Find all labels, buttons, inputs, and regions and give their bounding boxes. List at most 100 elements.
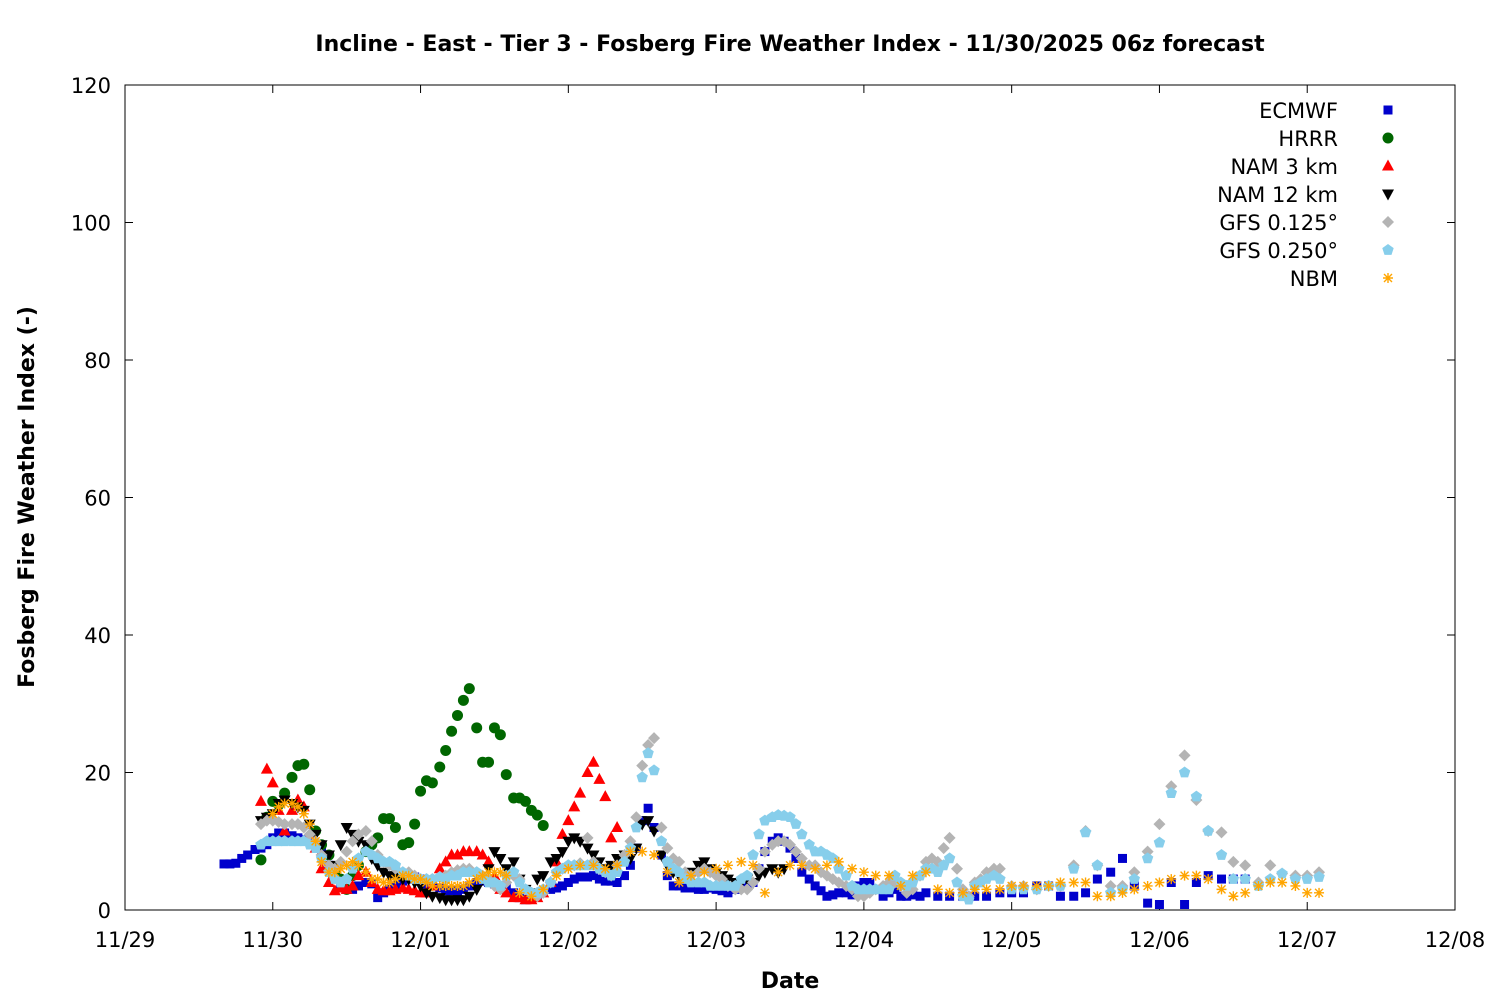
data-point [495, 867, 506, 878]
data-point [636, 759, 649, 772]
y-tick-label: 0 [98, 899, 111, 923]
data-point [457, 694, 469, 706]
data-point [1240, 887, 1251, 898]
data-point [588, 860, 599, 871]
data-point [1191, 870, 1202, 881]
data-point [1079, 826, 1092, 838]
data-point [1203, 874, 1214, 885]
data-point [1106, 867, 1116, 877]
data-point [225, 859, 235, 869]
y-tick-label: 80 [84, 349, 111, 373]
data-point [951, 876, 963, 888]
data-point [1313, 871, 1325, 882]
data-point [397, 870, 408, 881]
data-point [340, 823, 353, 834]
data-point [648, 732, 661, 745]
data-point [286, 798, 297, 809]
data-point [612, 878, 622, 887]
data-point [833, 856, 844, 867]
data-point [1277, 877, 1288, 888]
data-point [1191, 878, 1201, 887]
data-point [890, 884, 900, 894]
x-tick-label: 12/07 [1277, 928, 1338, 952]
data-point [489, 867, 500, 878]
data-point [254, 794, 267, 806]
legend-label: ECMWF [1259, 99, 1338, 123]
data-point [575, 860, 586, 871]
data-point [286, 771, 298, 783]
x-tick-label: 12/08 [1425, 928, 1486, 952]
data-point [661, 855, 674, 867]
data-point [1141, 852, 1154, 864]
legend-label: NAM 12 km [1217, 183, 1338, 207]
data-point [612, 860, 623, 871]
data-point [471, 874, 482, 885]
data-point [457, 895, 470, 907]
data-point [896, 891, 906, 901]
legend-marker [1383, 105, 1393, 115]
data-point [699, 884, 709, 894]
data-point [693, 884, 703, 894]
data-point [477, 870, 488, 881]
data-point [377, 867, 390, 879]
data-point [821, 860, 832, 871]
data-point [1081, 888, 1091, 898]
data-point [883, 883, 895, 895]
data-point [834, 888, 844, 898]
data-point [538, 884, 549, 895]
y-tick-label: 40 [84, 624, 111, 648]
data-point [390, 874, 401, 885]
data-point [933, 891, 943, 901]
data-point [1301, 873, 1313, 884]
data-point [575, 872, 585, 882]
data-point [463, 891, 476, 903]
data-point [421, 877, 432, 888]
data-point [943, 831, 956, 844]
data-point [1178, 749, 1191, 762]
data-point [723, 888, 733, 898]
data-point [1239, 859, 1252, 872]
data-point [433, 862, 446, 874]
data-point [1117, 887, 1128, 898]
data-point [378, 877, 389, 888]
data-point [1092, 874, 1102, 884]
data-point [568, 800, 581, 812]
data-point [915, 891, 925, 901]
data-point [588, 871, 598, 881]
data-point [994, 884, 1005, 895]
data-point [1069, 891, 1079, 901]
data-point [625, 860, 635, 870]
data-points [219, 683, 1326, 909]
data-point [895, 880, 906, 891]
data-point [471, 722, 483, 734]
data-point [329, 867, 340, 878]
data-point [1068, 877, 1079, 888]
data-point [944, 887, 955, 898]
data-point [957, 887, 968, 898]
data-point [1154, 877, 1165, 888]
data-point [1153, 836, 1166, 848]
data-point [470, 884, 483, 896]
data-point [1215, 849, 1228, 860]
data-point [1276, 867, 1288, 879]
data-point [630, 821, 642, 833]
data-point [1118, 853, 1127, 863]
data-point [1128, 866, 1141, 879]
data-point [384, 813, 396, 825]
y-tick-label: 100 [71, 212, 111, 236]
x-tick-label: 12/02 [538, 928, 599, 952]
data-point [1253, 880, 1264, 891]
data-point [352, 852, 365, 864]
axis-ticks: 11/29 11/30 12/01 12/02 12/03 12/04 12/05 12/06… [71, 74, 1485, 952]
data-point [982, 891, 992, 901]
data-point [748, 860, 759, 871]
data-point [470, 845, 483, 857]
series-nbm [267, 798, 1325, 902]
data-point [273, 801, 284, 812]
data-point [494, 729, 506, 741]
data-point [440, 745, 452, 756]
data-point [865, 878, 875, 887]
data-point [574, 836, 587, 848]
data-point [662, 867, 673, 878]
data-point [482, 855, 495, 867]
